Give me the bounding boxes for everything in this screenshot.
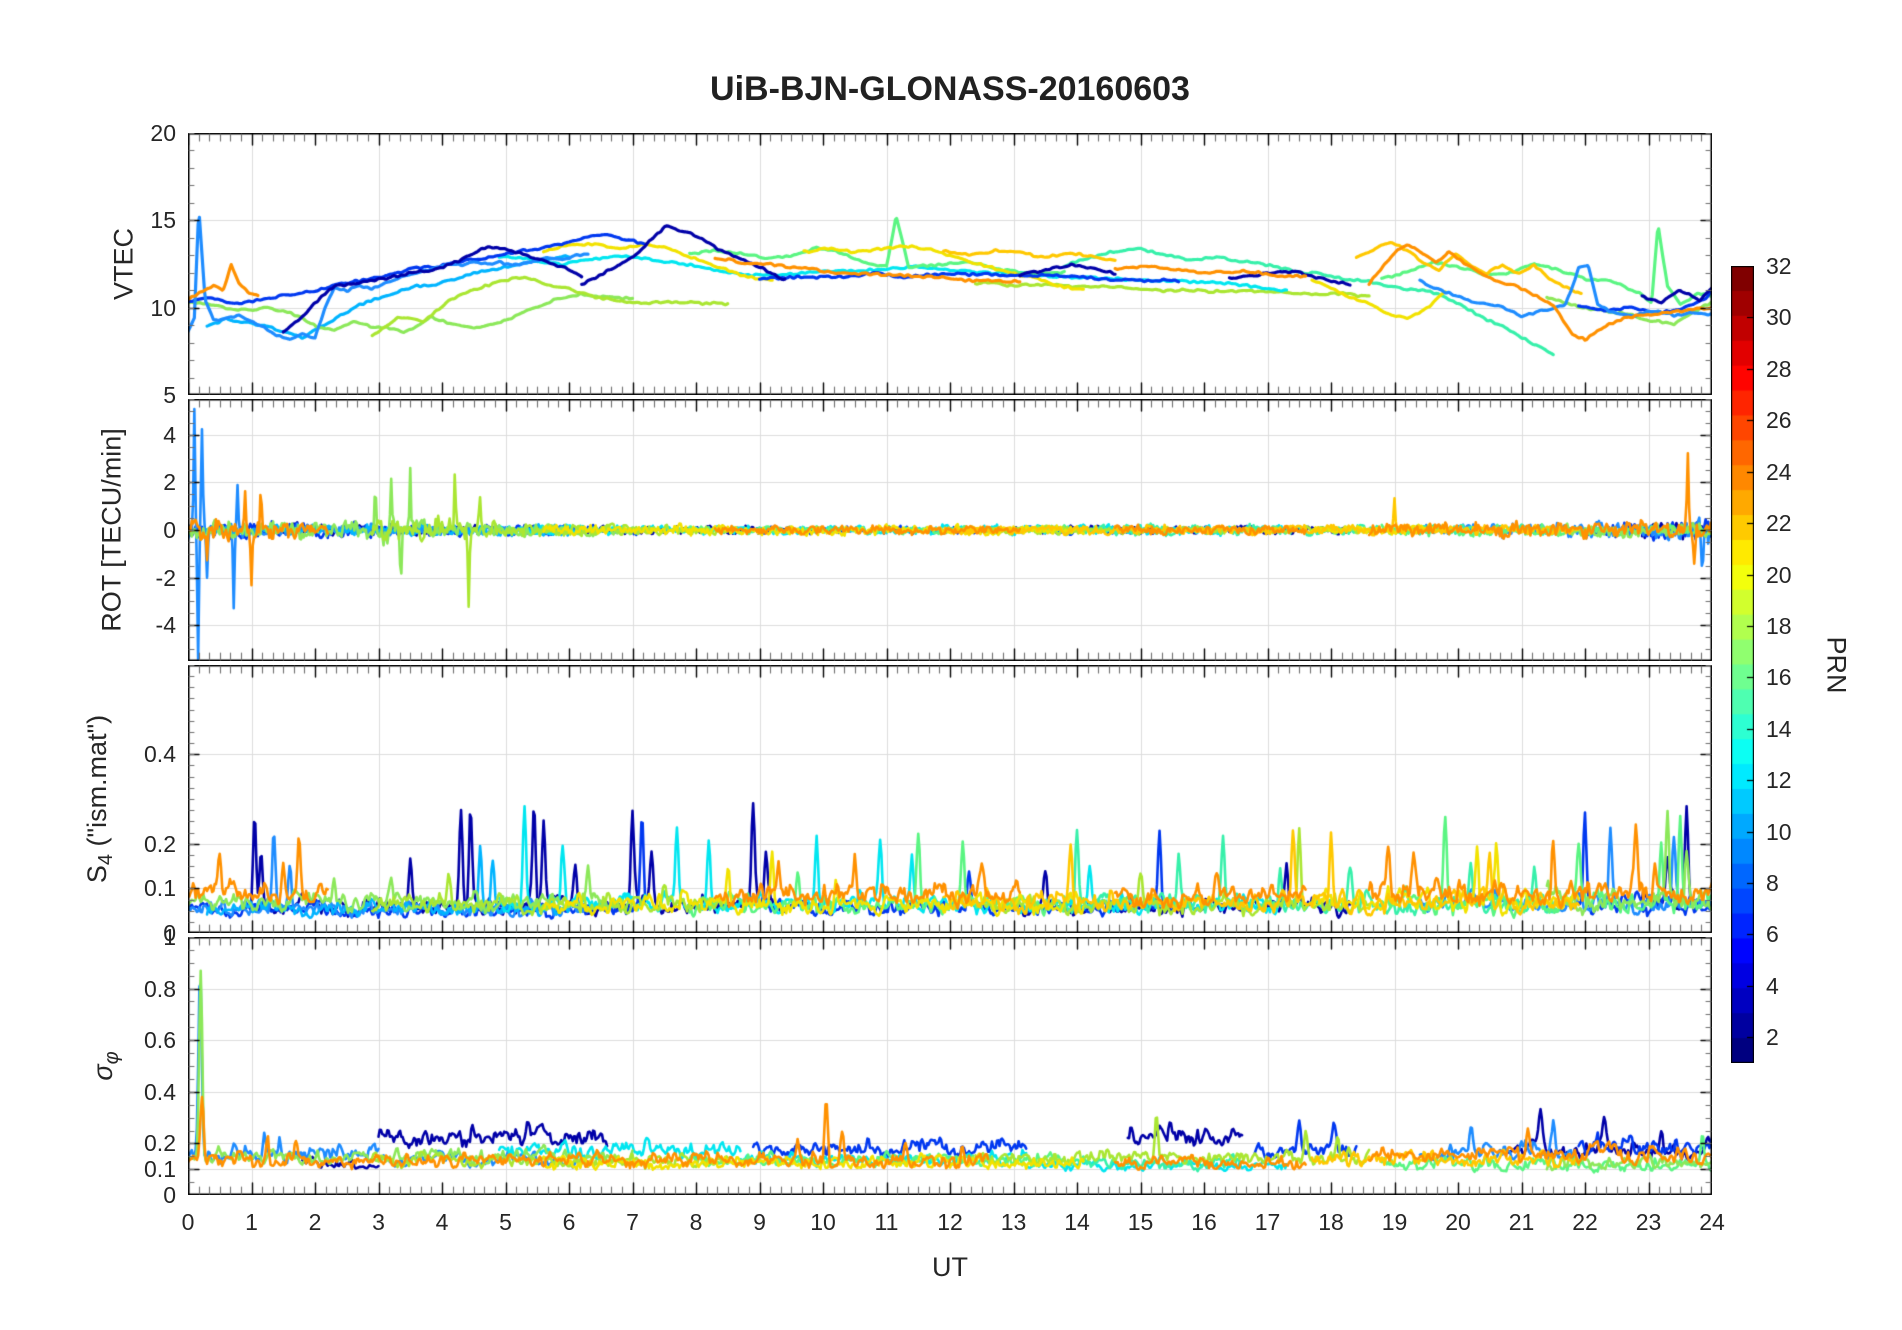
colorbar-tick-label: 8 (1766, 870, 1779, 897)
y-axis-label-sigma-phi: σφ (87, 1051, 124, 1081)
x-tick-label: 21 (1508, 1209, 1535, 1235)
y-tick-label: 0.4 (144, 741, 176, 768)
x-tick-label: 17 (1254, 1209, 1281, 1235)
y-tick-label: -4 (155, 612, 176, 639)
y-axis-label-s4: S4 ("ism.mat") (81, 714, 118, 884)
y-tick-label: 0 (163, 517, 176, 543)
y-tick-label: 1 (163, 924, 176, 950)
x-tick-label: 10 (810, 1209, 836, 1235)
figure-title: UiB-BJN-GLONASS-20160603 (710, 70, 1190, 108)
y-tick-label: 0.4 (144, 1078, 176, 1105)
x-tick-label: 3 (372, 1209, 385, 1235)
y-tick-label: -2 (155, 564, 176, 591)
y-axis-label-vtec: VTEC (108, 227, 139, 301)
x-tick-label: 4 (435, 1209, 449, 1235)
x-tick-label: 13 (1000, 1209, 1027, 1235)
x-tick-label: 22 (1572, 1209, 1598, 1235)
x-tick-label: 19 (1381, 1209, 1408, 1235)
y-tick-label: 20 (150, 120, 176, 146)
x-tick-label: 7 (626, 1209, 639, 1235)
colorbar-tick-label: 26 (1766, 407, 1792, 434)
colorbar-tick-label: 28 (1766, 355, 1792, 382)
y-tick-label: 10 (150, 294, 176, 321)
colorbar-tick-label: 22 (1766, 510, 1792, 537)
x-tick-label: 8 (689, 1209, 703, 1235)
x-tick-label: 0 (181, 1209, 195, 1235)
x-tick-label: 16 (1191, 1209, 1217, 1235)
y-tick-label: 0.8 (144, 975, 176, 1002)
x-axis-label: UT (932, 1252, 968, 1282)
sigma-phi-panel-canvas (188, 937, 1712, 1195)
s4-panel-canvas (188, 665, 1712, 933)
y-tick-label: 0 (163, 1182, 176, 1208)
prn-colorbar-canvas (1731, 266, 1754, 1063)
colorbar-tick-label: 20 (1766, 561, 1792, 588)
x-tick-label: 2 (308, 1209, 322, 1235)
x-tick-label: 12 (937, 1209, 963, 1235)
colorbar-tick-label: 32 (1766, 253, 1792, 279)
colorbar-tick-label: 14 (1766, 715, 1792, 742)
x-tick-label: 15 (1127, 1209, 1154, 1235)
colorbar-label: PRN (1821, 636, 1852, 694)
colorbar-tick-label: 16 (1766, 664, 1792, 691)
y-tick-label: 0.1 (144, 875, 176, 902)
y-tick-label: 2 (163, 469, 176, 496)
x-tick-label: 6 (562, 1209, 576, 1235)
y-tick-label: 0 (163, 920, 176, 946)
colorbar-tick-label: 24 (1766, 458, 1792, 485)
y-tick-label: 0.2 (144, 830, 176, 857)
x-tick-label: 23 (1635, 1209, 1662, 1235)
y-tick-label: 0.2 (144, 1130, 176, 1157)
x-tick-label: 11 (874, 1209, 899, 1235)
x-tick-label: 14 (1064, 1209, 1090, 1235)
colorbar-tick-label: 10 (1766, 818, 1792, 845)
y-tick-label: 4 (163, 421, 176, 448)
colorbar-tick-label: 6 (1766, 921, 1779, 948)
y-tick-label: 0.1 (144, 1156, 176, 1183)
colorbar-tick-label: 18 (1766, 612, 1792, 639)
x-tick-label: 1 (245, 1209, 258, 1235)
x-tick-label: 9 (753, 1209, 766, 1235)
colorbar-tick-label: 30 (1766, 304, 1792, 331)
y-tick-label: 0.6 (144, 1027, 176, 1054)
x-tick-label: 18 (1318, 1209, 1344, 1235)
x-tick-label: 5 (499, 1209, 512, 1235)
y-tick-label: 5 (163, 382, 176, 408)
y-axis-label-rot: ROT [TECU/min] (96, 428, 127, 632)
colorbar-tick-label: 2 (1766, 1024, 1779, 1051)
x-tick-label: 20 (1445, 1209, 1471, 1235)
rot-panel-canvas (188, 399, 1712, 661)
x-tick-label: 24 (1699, 1209, 1725, 1235)
y-tick-label: 15 (150, 207, 176, 234)
colorbar-tick-label: 4 (1766, 972, 1779, 999)
vtec-panel-canvas (188, 133, 1712, 395)
colorbar-tick-label: 12 (1766, 767, 1792, 794)
